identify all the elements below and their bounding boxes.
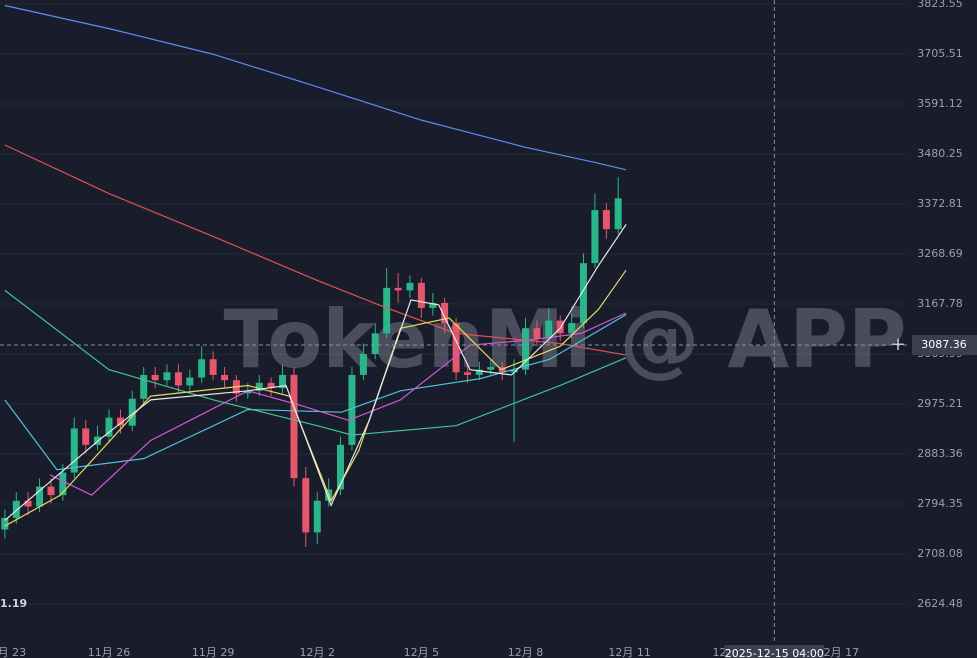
- candle-body: [36, 486, 44, 507]
- candle-body: [383, 287, 391, 334]
- y-tick-label: 3167.78: [917, 297, 963, 310]
- candle-body: [406, 282, 414, 291]
- candle-body: [128, 398, 136, 426]
- candle-body: [267, 382, 275, 389]
- candle-body: [568, 323, 576, 334]
- x-tick-label: 11月 29: [192, 646, 235, 658]
- candle-body: [556, 320, 564, 334]
- candle-body: [337, 444, 344, 490]
- candle-body: [221, 374, 229, 381]
- candle-body: [545, 320, 553, 339]
- candle-body: [533, 328, 541, 339]
- candle-body: [522, 328, 530, 370]
- candle-body: [255, 382, 263, 391]
- y-tick-label: 3823.55: [917, 0, 963, 10]
- crosshair-time-box: [724, 645, 825, 658]
- moving-average-line: [4, 224, 627, 521]
- candle-body: [12, 500, 20, 518]
- candle-body: [394, 287, 402, 291]
- candle-body: [464, 372, 472, 375]
- x-tick-label: 11月 26: [88, 646, 131, 658]
- candle-body: [244, 390, 252, 394]
- candle-body: [70, 428, 78, 473]
- moving-average-line: [4, 313, 627, 471]
- candle-body: [417, 282, 425, 308]
- moving-average-line: [4, 269, 627, 527]
- y-tick-label: 2883.36: [917, 447, 963, 460]
- moving-average-line: [4, 289, 627, 436]
- x-tick-label: 12月 2: [299, 646, 335, 658]
- candle-body: [452, 323, 460, 373]
- y-tick-label: 2975.21: [917, 397, 963, 410]
- candle-body: [198, 359, 206, 378]
- watermark: TokenMi @ APP: [223, 293, 906, 386]
- y-tick-label: 3480.25: [917, 147, 963, 160]
- crosshair-time-label: 2025-12-15 04:00: [725, 647, 824, 658]
- candle-body: [429, 302, 437, 308]
- candle-body: [441, 302, 449, 324]
- low-price-label: 1.19: [0, 597, 27, 610]
- x-tick-label: 11月 23: [0, 646, 26, 658]
- x-tick-label: 12月 17: [817, 646, 860, 658]
- candle-body: [116, 417, 124, 426]
- candle-body: [59, 472, 67, 496]
- candle-body: [209, 359, 217, 375]
- candle-body: [371, 333, 379, 355]
- candle-body: [614, 198, 622, 230]
- x-tick-label: 12月 5: [404, 646, 440, 658]
- crosshair-price-box: [912, 335, 977, 356]
- candle-body: [174, 372, 182, 386]
- candle-body: [1, 517, 9, 530]
- marks: [1, 4, 627, 548]
- candle-body: [105, 417, 113, 437]
- moving-average-line: [4, 144, 627, 356]
- candle-body: [591, 210, 599, 264]
- candle-body: [47, 486, 55, 496]
- candle-body: [186, 377, 194, 386]
- y-tick-label: 3591.12: [917, 97, 963, 110]
- candle-body: [359, 354, 367, 375]
- candle-body: [510, 369, 518, 373]
- moving-average-line: [49, 312, 627, 496]
- moving-average-line: [4, 4, 627, 171]
- candle-body: [279, 374, 287, 389]
- y-tick-label: 2708.08: [917, 547, 963, 560]
- candle-body: [313, 500, 321, 533]
- candle-body: [163, 372, 171, 381]
- y-tick-label: 3372.81: [917, 197, 963, 210]
- candle-body: [348, 374, 356, 445]
- candle-body: [290, 374, 298, 479]
- candle-body: [82, 428, 90, 445]
- candle-body: [487, 367, 495, 370]
- candle-body: [602, 210, 610, 230]
- candle-body: [151, 374, 159, 381]
- y-tick-label: 2794.35: [917, 497, 963, 510]
- y-tick-label: 3705.51: [917, 47, 963, 60]
- x-tick-label: 12月 8: [508, 646, 544, 658]
- y-tick-label: 2624.48: [917, 597, 963, 610]
- candle-body: [579, 263, 587, 324]
- crosshair-add-icon[interactable]: +: [890, 334, 905, 355]
- crosshair-price-label: 3087.36: [921, 338, 967, 351]
- candle-body: [24, 500, 32, 507]
- candle-body: [302, 478, 310, 533]
- candle-body: [140, 374, 148, 399]
- y-tick-label: 3268.69: [917, 247, 963, 260]
- grid: [0, 3, 908, 605]
- x-tick-label: 12月 11: [608, 646, 651, 658]
- candle-body: [475, 369, 483, 375]
